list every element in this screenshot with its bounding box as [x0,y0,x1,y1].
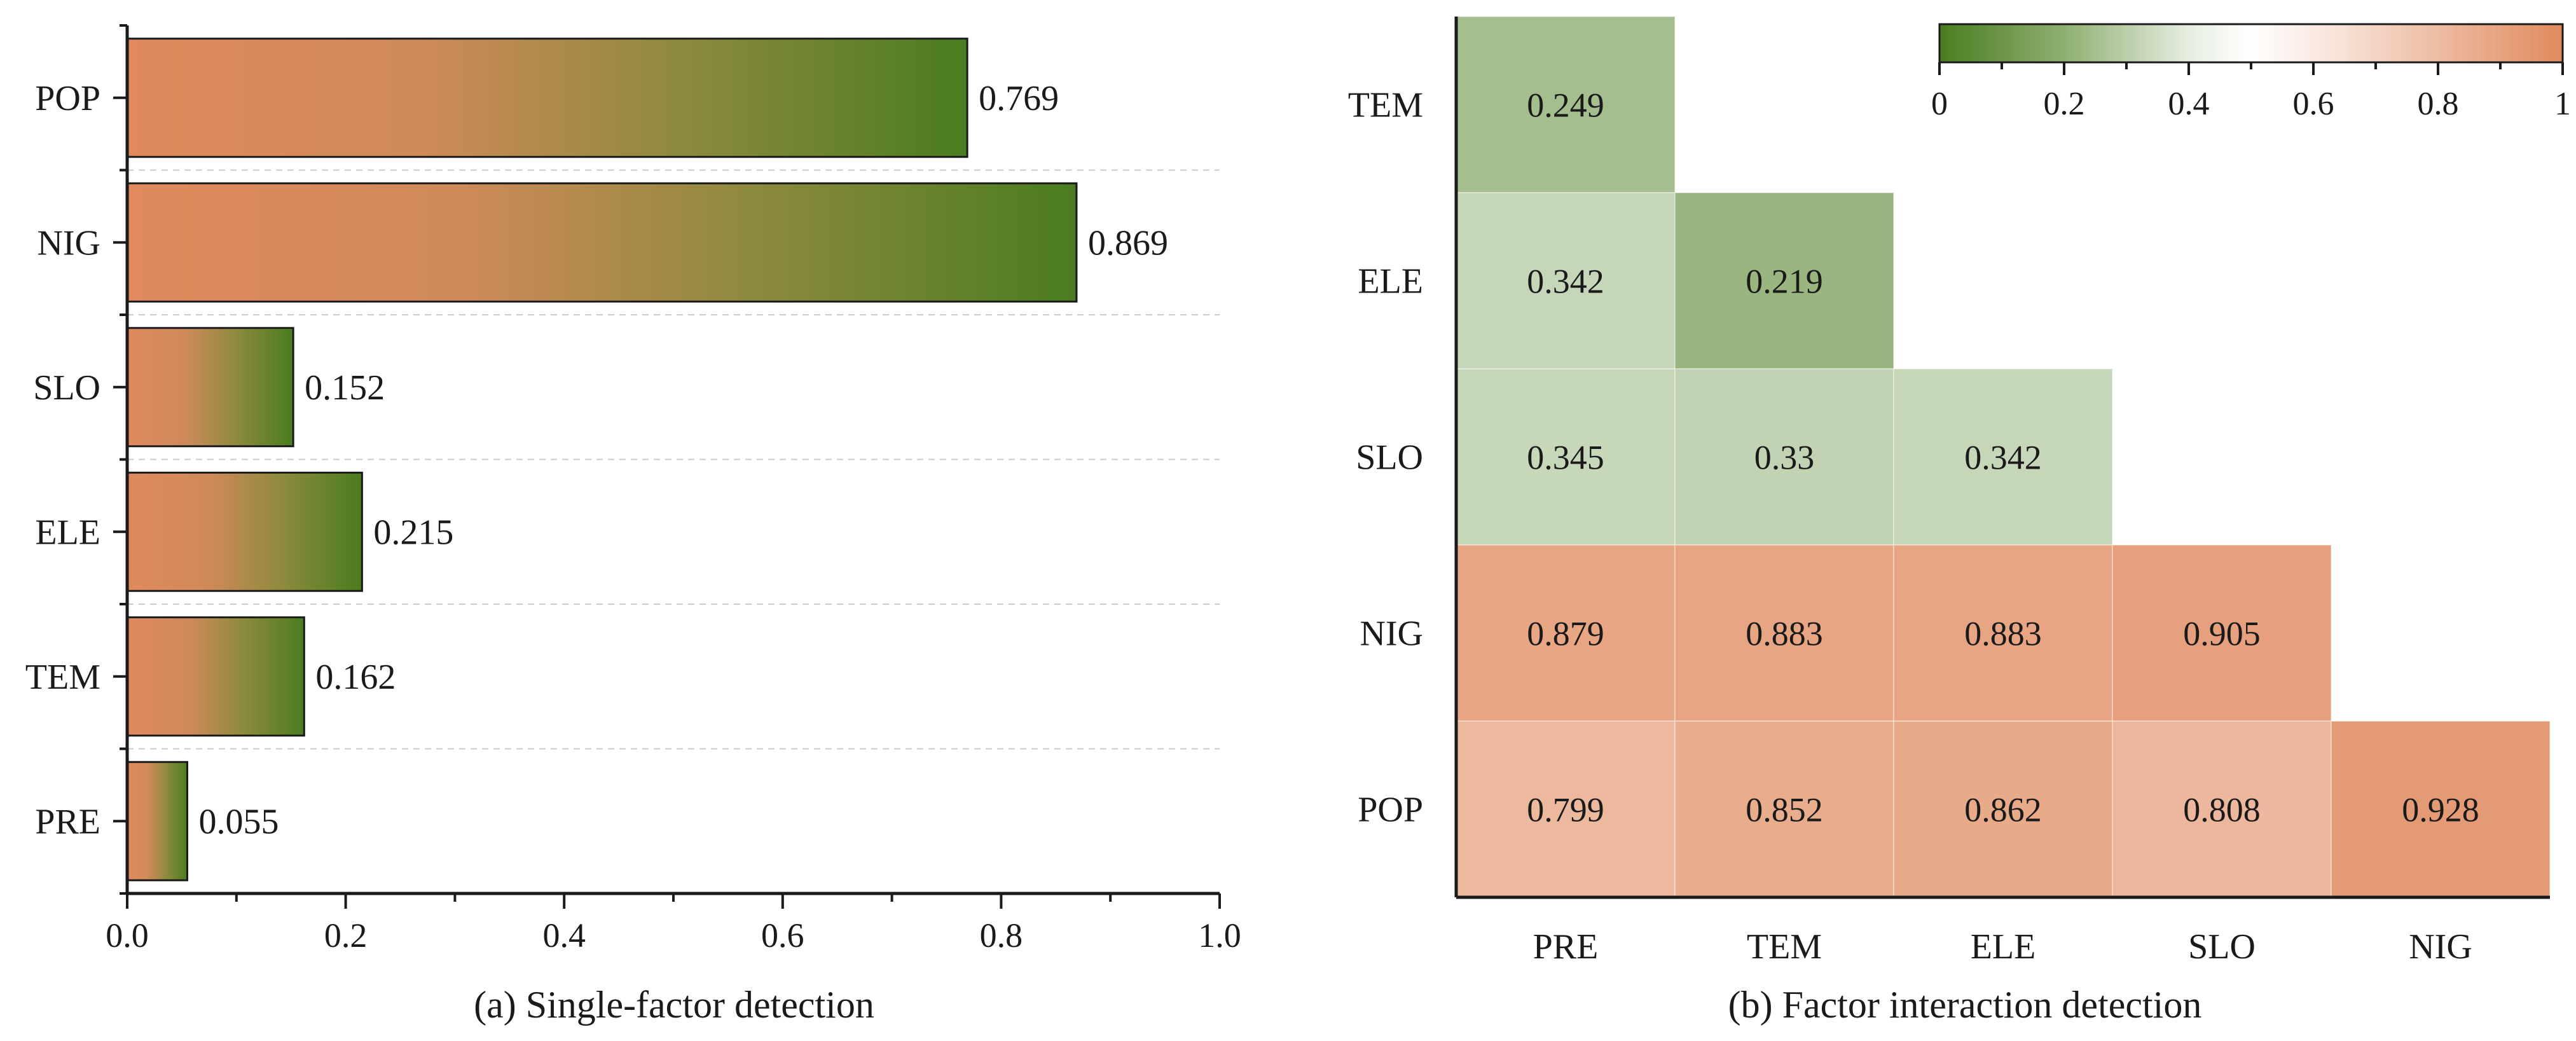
colorbar-gradient [1938,23,2564,64]
heatmap-cell-value: 0.883 [1964,615,2042,653]
single-factor-caption: (a) Single-factor detection [474,984,874,1026]
category-label: ELE [35,513,100,552]
category-label: SLO [33,368,100,408]
heatmap-cell-pop-tem [1674,720,1894,898]
heatmap-axes: TEM ELE SLO NIG POP PRE TEM ELE SLO NIG [1348,17,2550,967]
heatmap-cell-nig-ele [1893,544,2113,722]
heatmap-cell-pop-slo [2112,720,2332,898]
category-label: TEM [25,658,100,697]
heatmap-cell-pop-ele [1893,720,2113,898]
category-label: NIG [37,223,100,263]
heatmap-cell-value: 0.852 [1746,791,1823,829]
bar-slo [126,327,294,448]
heatmap-cell-value: 0.928 [2402,791,2479,829]
x-tick-label: 0.4 [542,916,586,955]
bar-nig [126,182,1078,303]
bar-value-label: 0.055 [198,802,279,841]
heatmap-cell-tem-pre [1456,16,1676,193]
heatmap-row-label: NIG [1360,614,1423,654]
bar-value-label: 0.215 [373,513,453,552]
bar-chart-gridlines [127,169,1220,750]
bar-chart-bars: 0.769 0.869 0.152 0.215 0.162 0.055 [126,38,1168,881]
heatmap-row-label: ELE [1358,262,1423,301]
bar-chart-axes: POP NIG SLO ELE TEM PRE 0.0 0.2 0.4 0.6 0.8 1.0 [25,24,1241,955]
x-tick-label: 0.8 [980,916,1023,955]
heatmap-cell-value: 0.33 [1754,439,1815,477]
heatmap-cell-value: 0.879 [1527,615,1604,653]
colorbar-tick-label: 0.2 [2044,86,2085,122]
colorbar-tick-label: 0.4 [2168,86,2210,122]
heatmap-row-label: SLO [1356,438,1423,478]
bar-value-label: 0.162 [315,658,396,697]
x-tick-label: 0.6 [761,916,804,955]
bar-pop [126,38,968,158]
heatmap-cell-value: 0.905 [2183,615,2261,653]
bar-value-label: 0.769 [979,79,1059,118]
colorbar-tick-label: 0.8 [2418,86,2459,122]
heatmap-column-label: PRE [1533,927,1599,967]
colorbar-tick-label: 0 [1931,86,1948,122]
heatmap-cell-pop-pre [1456,720,1676,898]
single-factor-chart: 0.769 0.869 0.152 0.215 0.162 0.055 POP NIG SLO… [25,24,1241,1026]
heatmap-cell-value: 0.219 [1746,263,1823,301]
heatmap-cell-pop-nig [2331,720,2551,898]
heatmap-cell-value: 0.799 [1527,791,1604,829]
heatmap-cell-slo-ele [1893,368,2113,546]
bar-tem [126,616,305,737]
x-tick-label: 0.2 [324,916,368,955]
bar-ele [126,471,363,592]
heatmap-cell-value: 0.342 [1964,439,2042,477]
bar-value-label: 0.869 [1088,223,1168,263]
heatmap-row-label: TEM [1348,86,1423,125]
heatmap-cell-ele-pre [1456,192,1676,369]
bar-pre [126,761,188,881]
heatmap-cell-value: 0.808 [2183,791,2261,829]
colorbar-tick-label: 1 [2554,86,2571,122]
bar-value-label: 0.152 [305,368,385,408]
heatmap-cells: 0.249 0.342 0.219 0.345 0.33 0.342 0.879 0.883 0… [1456,16,2551,898]
heatmap-cell-value: 0.249 [1527,86,1604,125]
heatmap-cell-nig-slo [2112,544,2332,722]
interaction-heatmap: 0.249 0.342 0.219 0.345 0.33 0.342 0.879 0.883 0… [1348,16,2571,1026]
heatmap-cell-value: 0.862 [1964,791,2042,829]
colorbar-tick-label: 0.6 [2293,86,2334,122]
heatmap-cell-value: 0.342 [1527,263,1604,301]
heatmap-cell-value: 0.883 [1746,615,1823,653]
x-tick-label: 1.0 [1198,916,1241,955]
category-label: PRE [35,802,100,841]
heatmap-cell-ele-tem [1674,192,1894,369]
heatmap-row-label: POP [1358,790,1423,830]
x-tick-label: 0.0 [106,916,149,955]
heatmap-column-label: TEM [1747,927,1822,967]
heatmap-column-label: NIG [2409,927,2472,967]
heatmap-colorbar: 0 0.2 0.4 0.6 0.8 1 [1931,23,2571,122]
heatmap-column-label: ELE [1971,927,2036,967]
heatmap-cell-value: 0.345 [1527,439,1604,477]
heatmap-cell-slo-pre [1456,368,1676,546]
category-label: POP [35,79,100,118]
interaction-caption: (b) Factor interaction detection [1728,984,2202,1026]
heatmap-column-label: SLO [2188,927,2256,967]
